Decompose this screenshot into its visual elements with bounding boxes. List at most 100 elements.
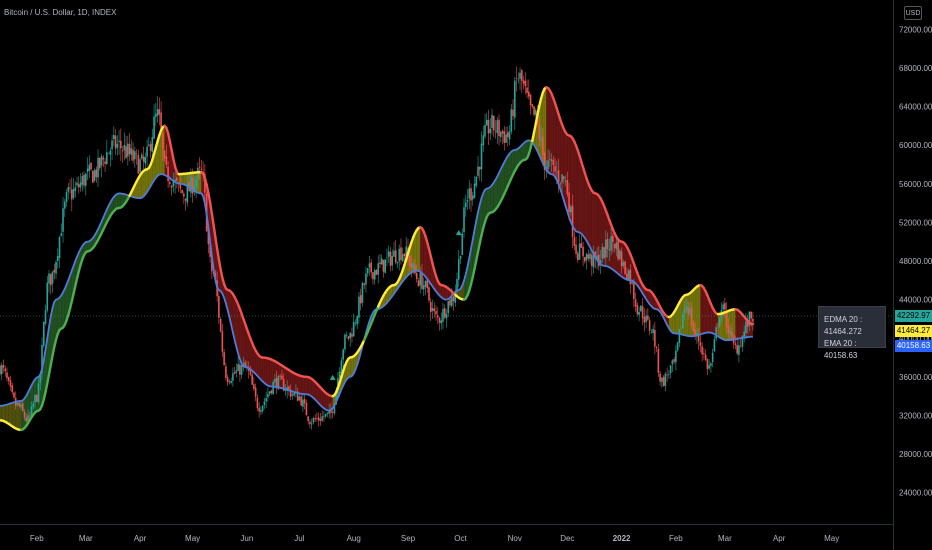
- band-segment: [710, 303, 713, 334]
- band-segment: [574, 141, 577, 232]
- band-segment: [323, 391, 326, 410]
- candle: [655, 345, 658, 353]
- band-segment: [68, 275, 71, 316]
- candle-body: [204, 173, 206, 193]
- edma-segment: [429, 254, 434, 265]
- candle: [63, 198, 66, 218]
- band-segment: [1, 405, 4, 422]
- candle-body: [321, 416, 323, 421]
- candle: [608, 238, 611, 262]
- candle-body: [347, 336, 350, 339]
- x-tick-label: Aug: [347, 534, 361, 543]
- x-tick-label: Apr: [134, 534, 147, 543]
- candle: [671, 359, 674, 372]
- candle-body: [317, 417, 320, 421]
- candle: [487, 109, 490, 146]
- candle-body: [599, 259, 602, 266]
- candle: [431, 299, 434, 319]
- band-segment: [684, 294, 687, 336]
- band-segment: [686, 294, 689, 336]
- candle-body: [223, 352, 225, 366]
- candle-body: [53, 269, 56, 273]
- candle-body: [492, 115, 495, 131]
- candle-body: [729, 330, 731, 335]
- candle-body: [258, 407, 260, 412]
- band-segment: [502, 162, 505, 198]
- band-segment: [705, 291, 708, 333]
- candle: [141, 152, 143, 160]
- candle-body: [410, 264, 413, 268]
- candle-body: [515, 78, 518, 79]
- last-price-label: 42292.97: [895, 310, 932, 323]
- currency-button[interactable]: USD: [904, 6, 922, 20]
- time-axis: Feb Mar Apr May Jun Jul Aug Sep Oct Nov Dec 2022 Feb…: [30, 534, 839, 543]
- edma-segment: [475, 250, 480, 262]
- candle-body: [333, 404, 336, 414]
- candle: [354, 319, 357, 327]
- x-tick-label: Sep: [401, 534, 416, 543]
- candle: [480, 131, 483, 182]
- candle-body: [184, 198, 187, 201]
- candle-body: [725, 310, 728, 328]
- candle: [403, 252, 406, 262]
- candle-body: [659, 373, 661, 382]
- candle-body: [650, 331, 653, 333]
- edma-segment: [217, 258, 222, 271]
- candle-body: [123, 144, 126, 151]
- candle-body: [237, 364, 239, 371]
- candle-body: [447, 301, 450, 314]
- candle-body: [634, 299, 637, 307]
- candle-body: [58, 236, 61, 258]
- candle-body: [109, 150, 112, 155]
- candle: [626, 267, 628, 281]
- candle-body: [128, 143, 131, 155]
- candle: [76, 176, 78, 188]
- candle-body: [41, 344, 43, 373]
- candle-body: [452, 296, 455, 302]
- band-segment: [12, 402, 15, 428]
- candle-body: [682, 313, 684, 329]
- candle: [4, 365, 7, 377]
- candle-body: [246, 365, 248, 367]
- band-segment: [514, 149, 517, 172]
- candle: [387, 245, 390, 264]
- candle: [13, 391, 15, 400]
- candle: [123, 132, 126, 161]
- candle-body: [291, 394, 294, 396]
- candle: [580, 235, 583, 248]
- edma-segment: [70, 292, 75, 303]
- candle-body: [349, 332, 351, 339]
- y-tick-label: 64000.00: [899, 103, 932, 112]
- candle-body: [183, 193, 185, 197]
- candle: [389, 246, 392, 272]
- candle: [533, 106, 535, 117]
- candle-body: [414, 264, 416, 274]
- candle: [2, 359, 5, 373]
- candle-body: [655, 347, 658, 349]
- band-segment: [57, 297, 60, 334]
- candle: [191, 168, 194, 203]
- candle: [62, 197, 64, 243]
- buy-signal-icon: [455, 230, 462, 236]
- candle-body: [20, 404, 22, 408]
- candle-body: [170, 185, 173, 188]
- candle-body: [86, 168, 89, 172]
- band-segment: [166, 127, 169, 178]
- candle: [7, 376, 10, 385]
- candle-body: [63, 201, 66, 209]
- candle-body: [661, 377, 663, 382]
- candle-body: [39, 373, 42, 383]
- candle: [398, 244, 401, 271]
- edma-segment: [473, 259, 478, 271]
- candle: [104, 157, 106, 173]
- candle: [526, 79, 528, 99]
- band-segment: [733, 309, 736, 340]
- candle: [372, 272, 374, 285]
- band-fills: [0, 87, 753, 430]
- candle-body: [25, 417, 28, 422]
- band-segment: [253, 346, 256, 374]
- candle-body: [594, 251, 597, 259]
- candle-body: [711, 352, 714, 362]
- candle-body: [745, 321, 747, 333]
